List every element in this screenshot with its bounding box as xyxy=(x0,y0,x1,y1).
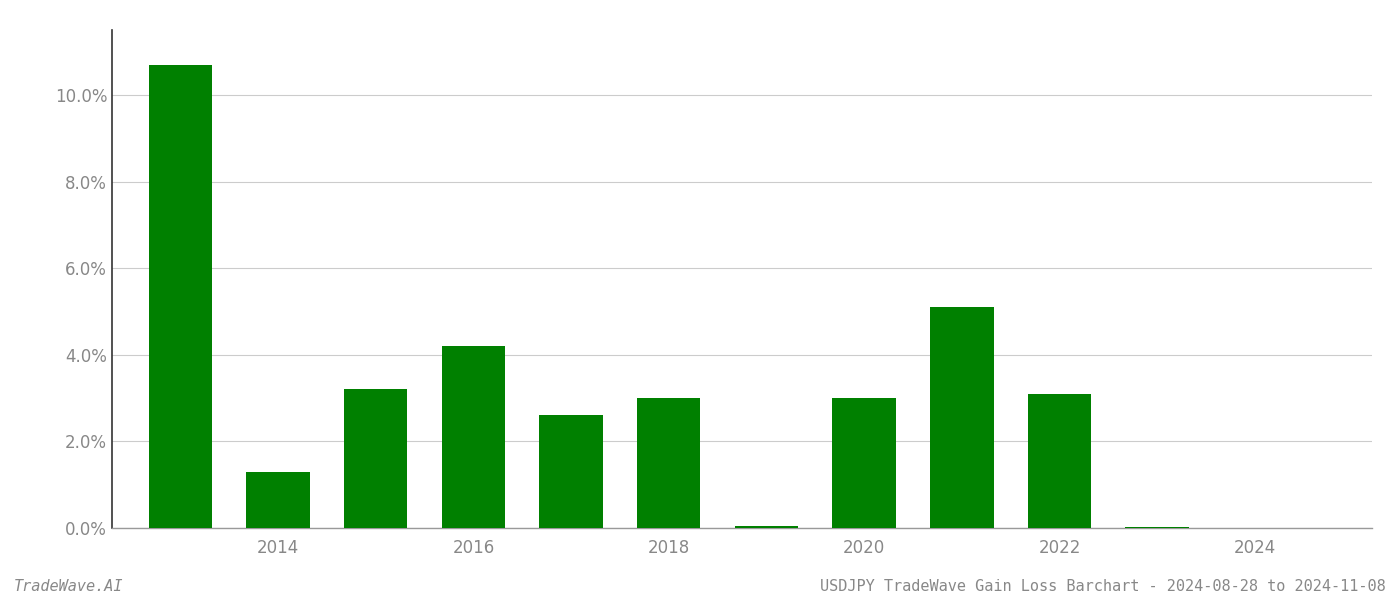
Bar xyxy=(539,415,603,528)
Bar xyxy=(148,65,213,528)
Bar xyxy=(1126,527,1189,528)
Text: USDJPY TradeWave Gain Loss Barchart - 2024-08-28 to 2024-11-08: USDJPY TradeWave Gain Loss Barchart - 20… xyxy=(820,579,1386,594)
Bar xyxy=(930,307,994,528)
Bar xyxy=(1028,394,1091,528)
Bar xyxy=(246,472,309,528)
Bar xyxy=(344,389,407,528)
Bar xyxy=(833,398,896,528)
Bar xyxy=(441,346,505,528)
Text: TradeWave.AI: TradeWave.AI xyxy=(14,579,123,594)
Bar xyxy=(637,398,700,528)
Bar xyxy=(735,526,798,528)
